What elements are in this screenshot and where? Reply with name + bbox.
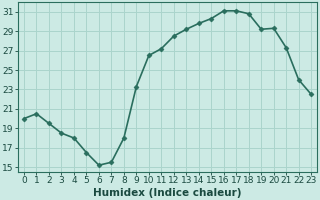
X-axis label: Humidex (Indice chaleur): Humidex (Indice chaleur) bbox=[93, 188, 242, 198]
